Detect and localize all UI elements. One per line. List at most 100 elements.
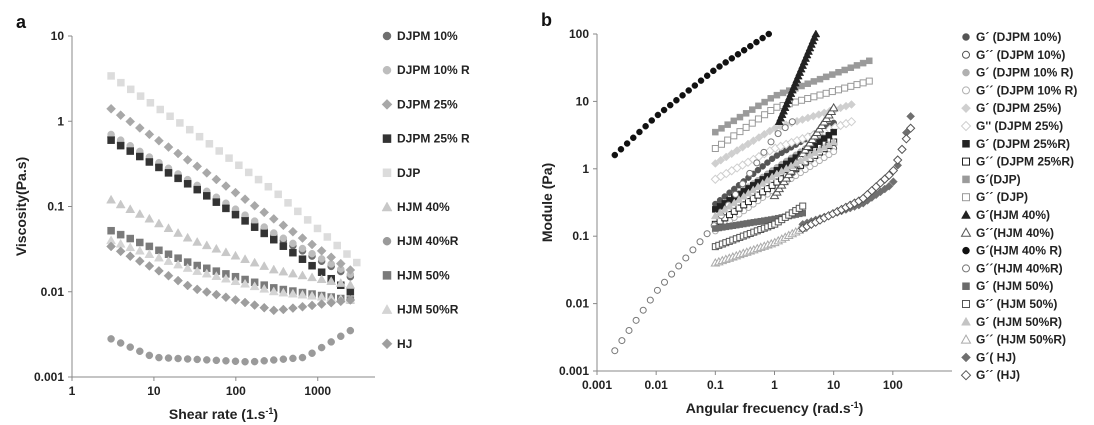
- data-point: [764, 159, 771, 166]
- data-point: [116, 141, 125, 150]
- legend-marker: [382, 134, 392, 143]
- data-point: [722, 59, 729, 66]
- data-point: [835, 69, 842, 76]
- data-point: [297, 301, 308, 312]
- legend-label: G´(HJM 40% R): [976, 244, 1062, 258]
- data-point: [240, 297, 250, 308]
- data-point: [736, 128, 744, 136]
- data-point: [345, 265, 356, 275]
- data-point: [250, 223, 259, 231]
- data-point: [327, 338, 335, 346]
- data-point: [136, 92, 145, 100]
- data-point: [193, 185, 201, 194]
- data-point: [781, 124, 789, 132]
- data-point: [260, 357, 268, 365]
- data-point: [222, 204, 230, 213]
- legend-label: G'' (DJPM 25%): [976, 119, 1063, 133]
- data-point: [279, 242, 288, 250]
- data-point: [834, 86, 842, 94]
- data-point: [712, 128, 719, 136]
- data-point: [846, 116, 857, 127]
- data-point: [270, 235, 278, 244]
- data-point: [710, 159, 720, 168]
- data-point: [163, 142, 174, 152]
- data-point: [816, 75, 824, 83]
- data-point: [689, 246, 697, 254]
- data-point: [859, 79, 867, 87]
- x-tick-label: 10: [147, 384, 161, 398]
- data-point: [859, 59, 867, 67]
- data-point: [294, 207, 302, 216]
- data-point: [174, 174, 182, 183]
- data-point: [154, 252, 164, 262]
- legend-label: HJM 50%: [397, 268, 450, 282]
- series-14: [611, 118, 796, 355]
- legend-marker: [962, 193, 970, 202]
- data-point: [107, 72, 115, 80]
- data-point: [145, 242, 154, 251]
- data-point: [155, 163, 163, 172]
- data-point: [203, 356, 211, 364]
- data-point: [166, 112, 174, 120]
- data-point: [268, 305, 279, 316]
- data-point: [225, 154, 233, 162]
- series-6: [106, 194, 356, 289]
- data-point: [675, 262, 683, 270]
- data-point: [730, 132, 738, 140]
- series-17: [710, 137, 839, 220]
- legend-marker: [962, 282, 970, 290]
- legend-marker: [962, 300, 970, 308]
- data-point: [759, 163, 766, 170]
- legend-label: HJ: [397, 337, 412, 351]
- data-point: [126, 343, 134, 351]
- data-point: [284, 199, 292, 207]
- data-point: [893, 161, 903, 170]
- data-point: [673, 96, 680, 104]
- data-point: [768, 155, 776, 163]
- x-tick-label: 100: [883, 378, 903, 392]
- panel-label: a: [16, 12, 27, 32]
- data-point: [711, 145, 719, 153]
- data-point: [192, 284, 203, 295]
- data-point: [154, 135, 164, 146]
- data-point: [345, 279, 356, 289]
- data-point: [906, 111, 915, 121]
- data-point: [240, 194, 250, 205]
- data-point: [126, 147, 134, 155]
- data-point: [779, 89, 787, 97]
- data-point: [326, 276, 337, 285]
- data-point: [316, 274, 327, 284]
- data-point: [145, 351, 154, 360]
- data-point: [220, 247, 231, 257]
- data-point: [212, 356, 221, 365]
- x-tick-label: 1: [771, 378, 778, 392]
- legend-marker: [382, 65, 392, 75]
- data-point: [230, 276, 241, 286]
- data-point: [316, 245, 327, 256]
- data-point: [767, 138, 775, 146]
- data-point: [115, 199, 126, 209]
- data-point: [201, 287, 212, 297]
- data-point: [765, 30, 773, 38]
- data-point: [259, 302, 270, 313]
- x-tick-label: 1000: [304, 384, 331, 398]
- data-point: [297, 233, 308, 243]
- data-point: [905, 123, 916, 133]
- data-point: [264, 182, 273, 191]
- data-point: [653, 286, 661, 294]
- legend-label: G´´(HJM 40%): [976, 226, 1054, 240]
- data-point: [221, 292, 231, 303]
- legend-marker: [381, 99, 393, 110]
- legend-marker: [962, 175, 970, 184]
- data-point: [163, 270, 174, 281]
- data-point: [901, 134, 912, 144]
- data-point: [192, 266, 203, 275]
- data-point: [765, 126, 775, 136]
- data-point: [195, 132, 204, 141]
- legend-marker: [962, 68, 970, 77]
- data-point: [259, 207, 270, 218]
- legend-label: G´´ (DJPM 10% R): [976, 83, 1077, 97]
- y-axis-label: Viscosity(Pa.s): [13, 157, 29, 256]
- data-point: [288, 226, 298, 237]
- x-tick-label: 1: [69, 384, 76, 398]
